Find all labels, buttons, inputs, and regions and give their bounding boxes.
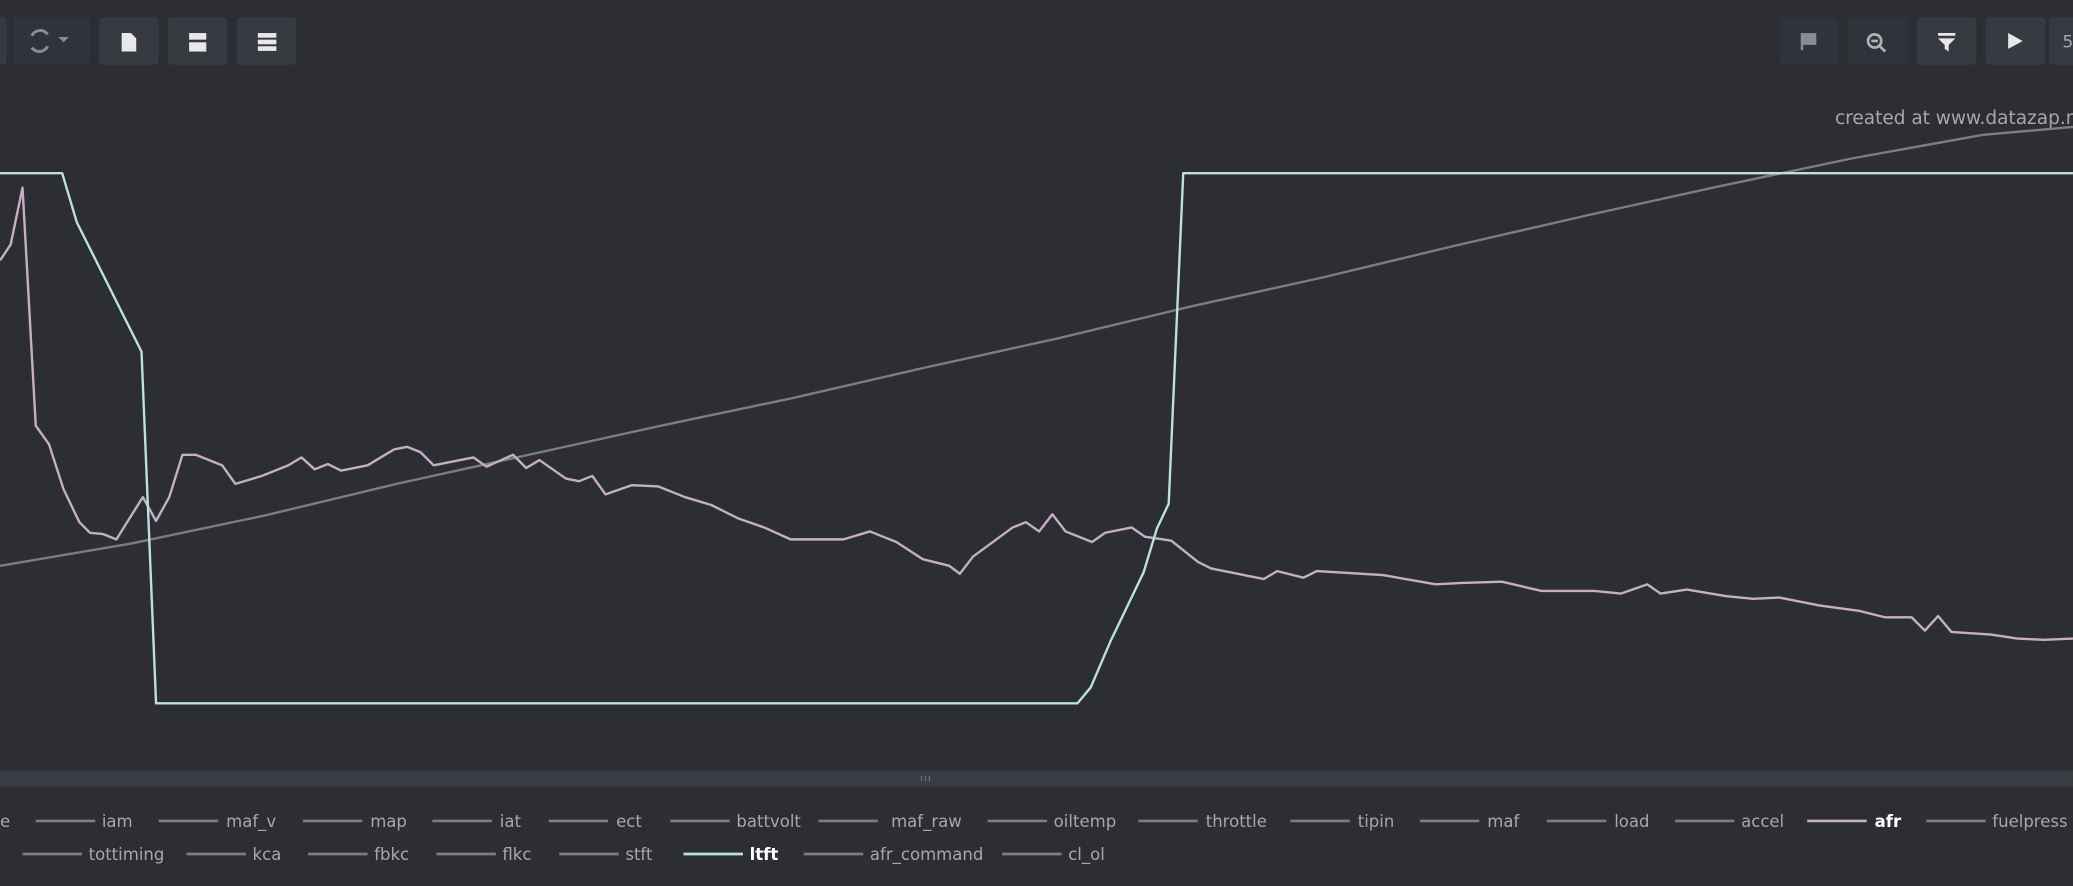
caret-icon: [58, 37, 69, 43]
legend-label[interactable]: fbkc: [374, 845, 409, 864]
zoom-icon: [1866, 33, 1883, 49]
plot-area: [0, 125, 2073, 705]
legend-label[interactable]: afr: [1875, 812, 1902, 831]
filter-icon: [1938, 33, 1956, 52]
legend-label[interactable]: maf_v: [226, 812, 276, 832]
stack-icon: [257, 39, 277, 45]
layout-button[interactable]: [167, 17, 228, 65]
file-icon: [121, 33, 137, 52]
splitter[interactable]: [0, 770, 2073, 787]
legend-label[interactable]: iat: [500, 812, 522, 831]
legend-label[interactable]: afr_command: [870, 845, 983, 865]
legend-label[interactable]: oiltemp: [1054, 812, 1117, 831]
watermark: created at www.datazap.me: [1835, 108, 2073, 129]
legend-label[interactable]: ltft: [750, 845, 779, 864]
page-field[interactable]: [2049, 17, 2073, 65]
toolbar-right: 5: [1779, 17, 2073, 65]
legend-label[interactable]: maf_raw: [891, 812, 962, 832]
page-field-text: 5: [2062, 32, 2073, 52]
layout-icon: [189, 33, 207, 40]
button[interactable]: [0, 17, 7, 65]
toolbar-left: [0, 17, 297, 65]
legend-label[interactable]: stft: [625, 845, 653, 864]
trace-line: [0, 125, 2073, 567]
trace-line: [0, 171, 2073, 705]
legend-label[interactable]: cl_ol: [1068, 845, 1105, 865]
legend-label[interactable]: flkc: [502, 845, 531, 864]
legend-label[interactable]: throttle: [1206, 812, 1267, 831]
flag-icon: [1800, 33, 1817, 51]
legend-label[interactable]: battvolt: [736, 812, 801, 831]
legend-label[interactable]: map: [370, 812, 407, 831]
legend-label[interactable]: tottiming: [89, 845, 165, 864]
stack-icon: [257, 33, 277, 38]
stack-icon: [257, 46, 277, 51]
refresh-icon: [30, 29, 49, 53]
trace-line: [0, 186, 2073, 642]
legend-label[interactable]: e: [0, 812, 10, 831]
splitter-handle: [920, 776, 931, 782]
legend-label[interactable]: iam: [102, 812, 133, 831]
legend-label[interactable]: load: [1614, 812, 1649, 831]
legend-label[interactable]: kca: [253, 845, 282, 864]
legend-label[interactable]: tipin: [1358, 812, 1395, 831]
legend-label[interactable]: maf: [1487, 812, 1520, 831]
layout-icon: [189, 42, 207, 52]
zoom-icon: [1871, 39, 1887, 53]
legend-label[interactable]: ect: [616, 812, 642, 831]
play-icon: [2008, 33, 2023, 49]
legend-label[interactable]: fuelpress: [1992, 812, 2067, 831]
refresh-button[interactable]: [13, 17, 90, 65]
legend: e iam maf_v map iat ect battvolt maf_raw oiltemp…: [0, 812, 2068, 865]
legend-label[interactable]: accel: [1741, 812, 1784, 831]
